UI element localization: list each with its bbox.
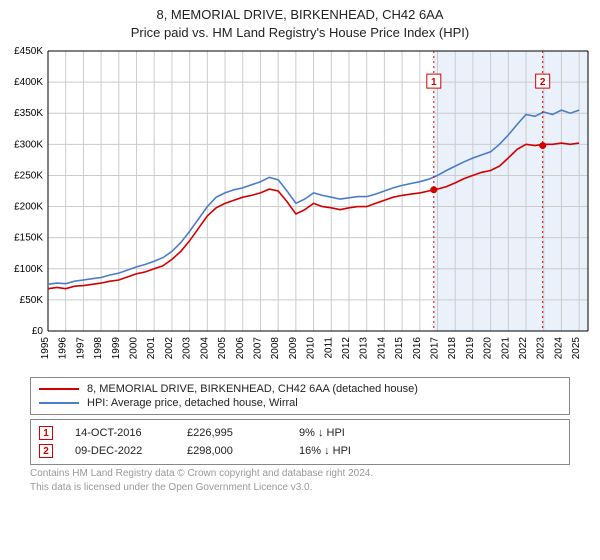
svg-text:1997: 1997 (75, 337, 86, 360)
legend-swatch (39, 388, 79, 390)
sale-price: £226,995 (187, 427, 277, 439)
svg-text:2000: 2000 (129, 337, 140, 360)
svg-text:2006: 2006 (235, 337, 246, 360)
svg-text:£100K: £100K (14, 264, 43, 275)
svg-text:2022: 2022 (518, 337, 529, 360)
svg-text:2019: 2019 (465, 337, 476, 360)
chart-container: £0 £50K £100K £150K £200K £250K £300K £350K £400… (0, 41, 600, 371)
svg-text:2020: 2020 (483, 337, 494, 360)
sale-row: 1 14-OCT-2016 £226,995 9% ↓ HPI (39, 424, 561, 442)
svg-text:2021: 2021 (500, 337, 511, 360)
svg-text:2024: 2024 (553, 337, 564, 360)
svg-text:£50K: £50K (20, 295, 44, 306)
svg-text:1: 1 (431, 77, 437, 88)
svg-text:£150K: £150K (14, 233, 43, 244)
svg-text:1995: 1995 (40, 337, 51, 360)
svg-text:2018: 2018 (447, 337, 458, 360)
sale-marker-icon: 1 (39, 426, 53, 440)
svg-text:2011: 2011 (323, 337, 334, 359)
svg-text:1998: 1998 (93, 337, 104, 360)
svg-text:2002: 2002 (164, 337, 175, 360)
svg-text:2004: 2004 (199, 337, 210, 360)
legend-label: 8, MEMORIAL DRIVE, BIRKENHEAD, CH42 6AA … (87, 383, 418, 395)
svg-text:£0: £0 (32, 326, 44, 337)
legend-label: HPI: Average price, detached house, Wirr… (87, 397, 298, 409)
svg-text:£350K: £350K (14, 108, 43, 119)
price-chart: £0 £50K £100K £150K £200K £250K £300K £350K £400… (0, 41, 600, 371)
sale-diff: 16% ↓ HPI (299, 445, 389, 457)
svg-text:2015: 2015 (394, 337, 405, 360)
svg-text:2014: 2014 (376, 337, 387, 360)
svg-text:2001: 2001 (146, 337, 157, 360)
sale-events-table: 1 14-OCT-2016 £226,995 9% ↓ HPI 2 09-DEC-2022… (30, 419, 570, 465)
svg-text:2010: 2010 (306, 337, 317, 360)
svg-text:£250K: £250K (14, 171, 43, 182)
attribution: Contains HM Land Registry data © Crown c… (30, 467, 570, 494)
legend-item: 8, MEMORIAL DRIVE, BIRKENHEAD, CH42 6AA … (39, 382, 561, 396)
attribution-line-1: Contains HM Land Registry data © Crown c… (30, 467, 570, 481)
title-line-1: 8, MEMORIAL DRIVE, BIRKENHEAD, CH42 6AA (0, 6, 600, 24)
svg-text:£450K: £450K (14, 46, 43, 57)
legend-item: HPI: Average price, detached house, Wirr… (39, 396, 561, 410)
chart-title-block: 8, MEMORIAL DRIVE, BIRKENHEAD, CH42 6AA … (0, 0, 600, 41)
svg-text:1999: 1999 (111, 337, 122, 360)
svg-text:2012: 2012 (341, 337, 352, 360)
svg-text:2023: 2023 (536, 337, 547, 360)
svg-text:£200K: £200K (14, 202, 43, 213)
title-line-2: Price paid vs. HM Land Registry's House … (0, 24, 600, 42)
attribution-line-2: This data is licensed under the Open Gov… (30, 481, 570, 495)
sale-price: £298,000 (187, 445, 277, 457)
svg-text:2: 2 (540, 77, 546, 88)
svg-text:£400K: £400K (14, 77, 43, 88)
svg-text:2025: 2025 (571, 337, 582, 360)
svg-text:£300K: £300K (14, 139, 43, 150)
svg-text:2005: 2005 (217, 337, 228, 360)
svg-text:2009: 2009 (288, 337, 299, 360)
svg-text:1996: 1996 (58, 337, 69, 360)
sale-marker-icon: 2 (39, 444, 53, 458)
sale-row: 2 09-DEC-2022 £298,000 16% ↓ HPI (39, 442, 561, 460)
svg-text:2007: 2007 (252, 337, 263, 360)
legend-swatch (39, 402, 79, 404)
sale-date: 14-OCT-2016 (75, 427, 165, 439)
svg-text:2008: 2008 (270, 337, 281, 360)
svg-text:2013: 2013 (359, 337, 370, 360)
svg-text:2003: 2003 (182, 337, 193, 360)
svg-text:2016: 2016 (412, 337, 423, 360)
legend: 8, MEMORIAL DRIVE, BIRKENHEAD, CH42 6AA … (30, 377, 570, 415)
svg-text:2017: 2017 (430, 337, 441, 360)
sale-diff: 9% ↓ HPI (299, 427, 389, 439)
sale-date: 09-DEC-2022 (75, 445, 165, 457)
